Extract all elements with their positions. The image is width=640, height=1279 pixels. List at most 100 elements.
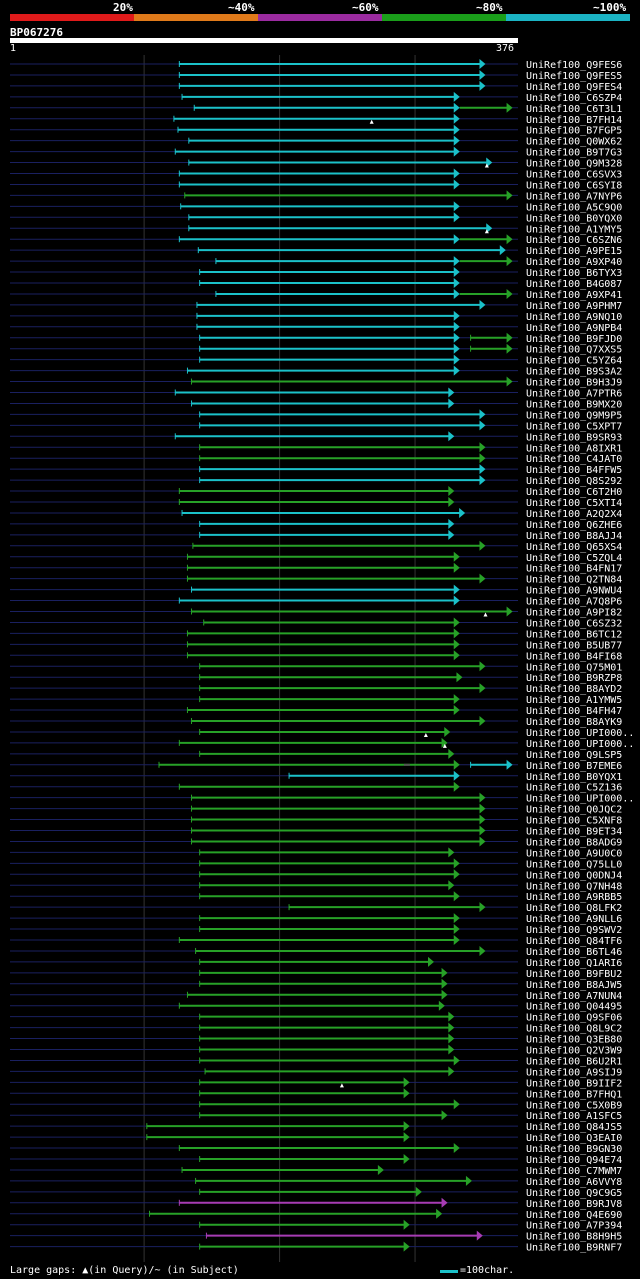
hit-label: UniRef100_Q9C9G5 [526,1188,622,1199]
hit-arrow [453,770,460,781]
hit-label: UniRef100_Q65XS4 [526,542,622,553]
hit-arrow [453,781,460,792]
hit-label: UniRef100_Q9M9P5 [526,410,622,421]
hit-label: UniRef100_C5XNF8 [526,816,622,827]
hit-arrow [438,1000,445,1011]
hit-label: UniRef100_Q8L9C2 [526,1024,622,1035]
hit-arrow [479,716,486,726]
hit-arrow [448,518,455,529]
hit-arrow [444,726,451,737]
hit-label: UniRef100_B8AJJ4 [526,531,622,542]
hit-label: UniRef100_Q2V3W9 [526,1046,622,1057]
hit-arrow [403,1154,410,1164]
query-gap-marker [483,612,488,617]
hit-label: UniRef100_A6VVY8 [526,1177,622,1188]
hit-arrow [448,1011,455,1022]
hit-label: UniRef100_Q3EAI0 [526,1133,622,1144]
hit-arrow [453,124,460,135]
hit-label: UniRef100_B8H9H5 [526,1232,622,1243]
hit-label: UniRef100_B6TC12 [526,629,622,640]
hit-label: UniRef100_A1SFC5 [526,1111,622,1122]
hit-arrow [453,102,460,113]
query-id: BP067276 [10,26,63,39]
hit-label: UniRef100_Q84TF6 [526,936,622,947]
hit-arrow [479,661,486,672]
hit-arrow [453,562,460,573]
hit-arrow [506,190,513,201]
hit-label: UniRef100_A9SIJ9 [526,1067,622,1078]
hit-label: UniRef100_B7FGP5 [526,126,622,137]
hit-label: UniRef100_B9GN30 [526,1144,622,1155]
hit-arrow [448,1044,455,1055]
hit-arrow [479,792,486,803]
hit-label: UniRef100_Q75LL0 [526,859,622,870]
hit-label: UniRef100_C5Z136 [526,783,622,794]
hit-arrow [436,1208,443,1219]
gaps-legend: Large gaps: ▲(in Query)/~ (in Subject) [10,1265,239,1276]
hit-label: UniRef100_Q7XXS5 [526,345,622,356]
hit-arrow [453,639,460,650]
hit-arrow [453,321,460,332]
query-gap-marker [423,732,428,737]
hit-arrow [479,836,486,847]
hit-arrow [479,464,486,475]
hit-arrow [459,507,466,518]
hit-ext-arrow [506,332,513,343]
hit-arrow [453,288,460,299]
hit-label: UniRef100_Q04495 [526,1002,622,1013]
hit-arrow [479,299,486,310]
query-gap-marker [442,743,447,748]
hit-label: UniRef100_A7PTR6 [526,389,622,400]
hit-label: UniRef100_A7Q8P6 [526,597,622,608]
hit-label: UniRef100_Q0JQC2 [526,805,622,816]
query-gap-marker [484,163,489,168]
hit-label: UniRef100_B9MX20 [526,399,622,410]
hit-arrow [453,179,460,190]
hit-label: UniRef100_B6U2R1 [526,1056,622,1067]
hit-label: UniRef100_A9PE15 [526,246,622,257]
hit-label: UniRef100_B9FJD0 [526,334,622,345]
hit-label: UniRef100_B8AYD2 [526,684,622,695]
hit-arrow [448,880,455,891]
hit-label: UniRef100_A9NLL6 [526,914,622,925]
hit-arrow [441,978,448,989]
hit-label: UniRef100_B4FH47 [526,706,622,717]
hit-label: UniRef100_A9NWU4 [526,586,622,597]
hit-ext-arrow [506,234,513,245]
hit-label: UniRef100_Q0WX62 [526,137,622,148]
hit-arrow [479,475,486,486]
hit-arrow [448,748,455,759]
hit-label: UniRef100_A1YMY5 [526,224,622,235]
hit-label: UniRef100_B9H3J9 [526,378,622,389]
hit-arrow [448,497,455,507]
hit-label: UniRef100_Q9FES5 [526,71,622,82]
hit-arrow [453,91,460,102]
hit-arrow [453,935,460,945]
hit-label: UniRef100_Q8LFK2 [526,903,622,914]
hit-arrow [403,1077,410,1088]
hit-label: UniRef100_B7FH14 [526,115,622,126]
hit-label: UniRef100_B9RNF7 [526,1243,622,1254]
hit-label: UniRef100_A7P394 [526,1221,622,1232]
hit-arrow [453,595,460,606]
hit-label: UniRef100_C4JAT0 [526,454,622,465]
hit-arrow [453,278,460,288]
hit-arrow [453,1055,460,1066]
hit-label: UniRef100_B9S3A2 [526,367,622,378]
hit-label: UniRef100_B0YQX1 [526,772,622,783]
hit-label: UniRef100_Q84JS5 [526,1122,622,1133]
hit-label: UniRef100_A1YMW5 [526,695,622,706]
hit-arrow [479,453,486,464]
legend-segment-40 [134,14,258,21]
hit-label: UniRef100_Q9SF06 [526,1013,622,1024]
hit-arrow [479,945,486,956]
hit-arrow [476,1230,483,1241]
hit-arrow [453,256,460,267]
hit-label: UniRef100_C7MWM7 [526,1166,622,1177]
hit-label: UniRef100_C5YZ64 [526,356,622,367]
hit-label: UniRef100_Q9SWV2 [526,925,622,936]
hit-arrow [453,1099,460,1110]
hit-arrow [448,431,455,442]
hit-arrow [479,80,486,91]
